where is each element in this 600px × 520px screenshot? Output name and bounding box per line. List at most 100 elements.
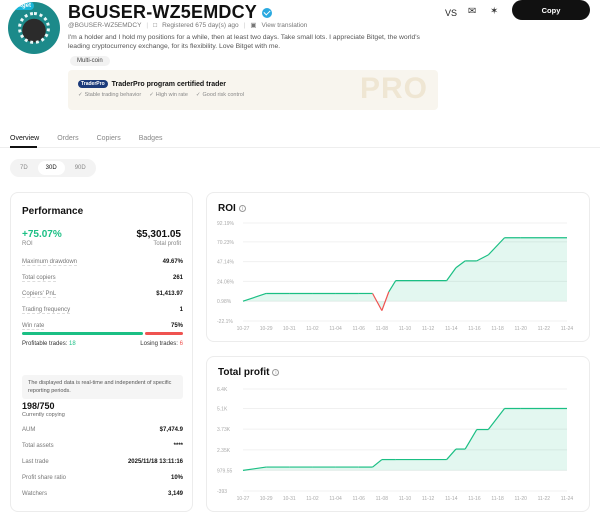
trader-handle: @BGUSER-WZ5EMDCY (68, 21, 142, 29)
x-tick-label: 11-20 (515, 496, 528, 502)
y-tick-label: 979.55 (217, 468, 233, 474)
period-7d[interactable]: 7D (20, 165, 28, 171)
stat-row: Copiers' PnL $1,413.97 (22, 286, 183, 302)
stat-label[interactable]: Win rate (22, 322, 45, 330)
tab-overview[interactable]: Overview (10, 135, 40, 142)
x-tick-label: 11-16 (468, 496, 481, 502)
copy-button[interactable]: Copy (512, 0, 590, 20)
total-profit-chart-title-text: Total profit (218, 367, 270, 378)
performance-title: Performance (22, 206, 84, 217)
series-line-segment (381, 291, 390, 311)
series-line-segment (446, 267, 457, 281)
y-tick-label: 5.1K (217, 407, 228, 413)
total-profit-chart-title: Total profit i (218, 367, 280, 378)
stat-value: 10% (170, 475, 183, 481)
x-tick-label: 10-31 (283, 326, 296, 332)
stat-label[interactable]: Trading frequency (22, 306, 71, 314)
tab-badges[interactable]: Badges (138, 135, 163, 142)
feature-stable: Stable trading behavior (78, 92, 142, 98)
view-translation-link[interactable]: View translation (261, 21, 308, 29)
losing-trades-value: 6 (179, 341, 183, 347)
x-tick-label: 11-14 (445, 326, 458, 332)
x-tick-label: 11-12 (422, 496, 435, 502)
x-tick-label: 11-24 (561, 496, 574, 502)
period-30d[interactable]: 30D (37, 161, 65, 175)
y-tick-label: -22.1% (217, 319, 233, 325)
copiers-label: Currently copying (22, 412, 65, 418)
share-icon[interactable]: ✶ (490, 6, 499, 17)
stat-label[interactable]: Maximum drawdown (22, 258, 78, 266)
x-tick-label: 11-04 (329, 496, 342, 502)
stat-value: 261 (172, 275, 183, 281)
x-tick-label: 11-10 (399, 326, 412, 332)
period-90d[interactable]: 90D (74, 165, 86, 171)
x-tick-label: 10-31 (283, 496, 296, 502)
stat-row: Watchers 3,149 (22, 486, 183, 502)
stat-label: Profit share ratio (22, 475, 67, 481)
roi-chart[interactable]: 92.19% 70.23% 47.14% 24.06% 0.98% -22.1% 10-27… (207, 193, 591, 343)
stat-row: Total assets **** (22, 438, 183, 454)
y-tick-label: 6.4K (217, 387, 228, 393)
losing-trades-label: Losing trades: (140, 341, 178, 347)
stat-row: Profit share ratio 10% (22, 470, 183, 486)
series-line-segment (455, 260, 466, 269)
profitable-trades-value: 18 (69, 341, 76, 347)
y-tick-label: 70.23% (217, 240, 235, 246)
total-profit-chart[interactable]: 6.4K 5.1K 3.73K 2.35K 979.55 -393 10-27 10-29 10… (207, 357, 591, 513)
x-tick-label: 11-18 (491, 496, 504, 502)
vs-button[interactable]: VS (445, 8, 458, 18)
win-rate-bar (22, 332, 183, 335)
realtime-note: The displayed data is real-time and inde… (22, 375, 183, 399)
x-tick-label: 10-29 (260, 326, 273, 332)
trader-subline: @BGUSER-WZ5EMDCY | □ Registered 675 day(… (68, 21, 308, 30)
stat-row: Win rate 75% (22, 318, 183, 334)
stat-value: 2025/11/18 13:11:16 (127, 459, 183, 465)
total-profit-value: $5,301.05 (136, 229, 182, 240)
stat-row: Last trade 2025/11/18 13:11:16 (22, 454, 183, 470)
pro-watermark: PRO (359, 72, 428, 105)
tabs: Overview Orders Copiers Badges (10, 135, 162, 142)
stat-label: Last trade (22, 459, 49, 465)
area-fill (243, 237, 567, 311)
tab-copiers[interactable]: Copiers (96, 135, 121, 142)
roi-label: ROI (22, 241, 33, 247)
registered-text: Registered 675 day(s) ago (162, 21, 239, 29)
tab-divider (0, 147, 600, 148)
stat-value: 1 (179, 307, 183, 313)
roi-value: +75.07% (22, 229, 62, 240)
x-tick-label: 11-22 (538, 496, 551, 502)
stat-row: Total copiers 261 (22, 270, 183, 286)
x-tick-label: 11-04 (329, 326, 342, 332)
x-tick-label: 11-08 (376, 326, 389, 332)
stat-value: 49.67% (162, 259, 183, 265)
calendar-icon: □ (153, 21, 158, 29)
verified-icon (262, 7, 273, 18)
avatar: Bitget (8, 2, 60, 54)
info-icon[interactable]: i (272, 369, 280, 376)
divider: | (146, 21, 149, 29)
stat-value: 75% (170, 323, 183, 329)
series-line-segment (242, 292, 267, 302)
tab-orders[interactable]: Orders (57, 135, 79, 142)
x-tick-label: 11-02 (306, 326, 319, 332)
feature-win-rate: High win rate (149, 92, 188, 98)
x-tick-label: 11-14 (445, 496, 458, 502)
stat-label[interactable]: Total copiers (22, 274, 56, 282)
tag-multi-coin: Multi-coin (70, 56, 110, 66)
series-line-segment (372, 293, 383, 311)
x-tick-label: 11-10 (399, 496, 412, 502)
x-tick-label: 10-29 (260, 496, 273, 502)
info-icon[interactable]: i (238, 205, 246, 212)
performance-card: Performance +75.07% ROI $5,301.05 Total … (10, 192, 193, 512)
stat-row: Maximum drawdown 49.67% (22, 254, 183, 270)
traderpro-features: Stable trading behavior High win rate Go… (78, 92, 244, 98)
x-tick-label: 10-27 (237, 326, 250, 332)
stat-value: $1,413.97 (156, 291, 183, 297)
tab-active-indicator (10, 146, 37, 148)
series-line-segment (464, 429, 478, 450)
comment-icon[interactable]: ✉ (468, 6, 477, 17)
avatar-pattern (18, 12, 50, 44)
x-tick-label: 11-24 (561, 326, 574, 332)
stat-label[interactable]: Copiers' PnL (22, 290, 57, 298)
roi-chart-title-text: ROI (218, 203, 236, 214)
